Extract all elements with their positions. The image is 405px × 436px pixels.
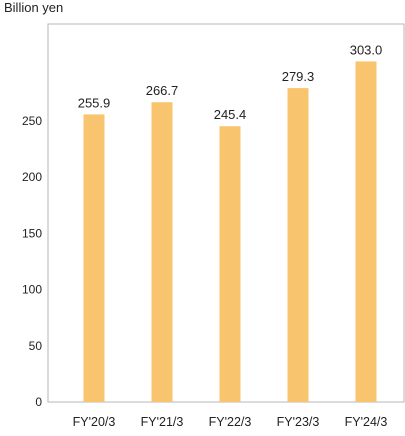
bar [151,102,173,402]
y-tick-label: 250 [22,114,42,128]
bar [83,114,105,403]
bar [355,61,377,403]
x-tick-label: FY'23/3 [277,415,320,429]
data-label: 279.3 [282,69,315,84]
x-tick-label: FY'22/3 [209,415,252,429]
x-axis-labels: FY'20/3 FY'21/3 FY'22/3 FY'23/3 FY'24/3 [73,415,388,429]
data-label: 303.0 [350,42,383,57]
unit-label: Billion yen [4,0,63,15]
data-label: 245.4 [214,107,247,122]
y-tick-label: 50 [29,339,43,353]
y-axis-ticks: 0 50 100 150 200 250 [22,114,42,409]
data-label: 266.7 [146,83,179,98]
y-tick-label: 150 [22,226,42,240]
y-tick-label: 100 [22,283,42,297]
y-tick-label: 200 [22,170,42,184]
y-tick-label: 0 [35,395,42,409]
x-tick-label: FY'21/3 [141,415,184,429]
x-tick-label: FY'24/3 [345,415,388,429]
data-labels: 255.9 266.7 245.4 279.3 303.0 [78,42,383,122]
x-tick-label: FY'20/3 [73,415,116,429]
data-label: 255.9 [78,95,111,110]
bar [287,88,309,402]
bar [219,126,241,402]
bars [83,61,377,403]
